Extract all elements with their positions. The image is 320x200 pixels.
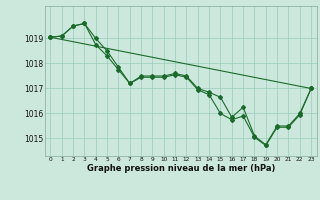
X-axis label: Graphe pression niveau de la mer (hPa): Graphe pression niveau de la mer (hPa) [87, 164, 275, 173]
